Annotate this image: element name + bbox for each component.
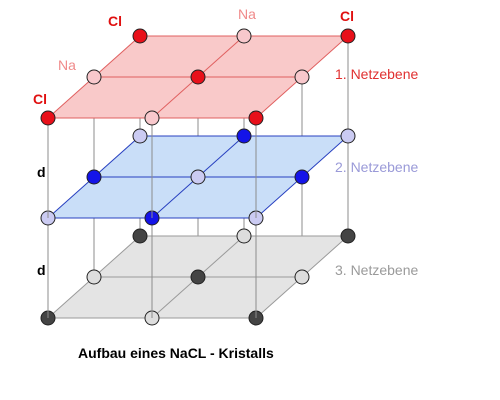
cl-label-left: Cl (33, 91, 47, 107)
cl-ion (294, 169, 310, 185)
na-label-left: Na (58, 57, 76, 73)
plane-1-label: 1. Netzebene (335, 66, 418, 82)
plane-3 (40, 228, 356, 326)
cl-ion (132, 28, 148, 44)
na-ion (236, 28, 252, 44)
spacing-label-lower: d (37, 262, 46, 278)
cl-label-top-right: Cl (340, 8, 354, 24)
cl-ion (190, 69, 206, 85)
na-ion (86, 69, 102, 85)
na-ion (190, 169, 206, 185)
cl-ion (86, 169, 102, 185)
cl-ion (132, 228, 148, 244)
vertical-lines-lower (47, 218, 257, 318)
plane-2-label: 2. Netzebene (335, 159, 418, 175)
plane-3-label: 3. Netzebene (335, 262, 418, 278)
plane-2 (40, 128, 356, 226)
spacing-label-upper: d (37, 164, 46, 180)
na-ion (144, 110, 160, 126)
diagram-caption: Aufbau eines NaCL - Kristalls (78, 345, 274, 361)
na-ion (294, 269, 310, 285)
cl-ion (340, 28, 356, 44)
na-ion (86, 269, 102, 285)
cl-ion (340, 228, 356, 244)
cl-ion (236, 128, 252, 144)
cl-ion (40, 110, 56, 126)
vertical-lines-upper (47, 118, 257, 218)
na-ion (294, 69, 310, 85)
cl-ion (190, 269, 206, 285)
na-label-top: Na (238, 6, 256, 22)
cl-label-top-left: Cl (108, 13, 122, 29)
plane-1 (40, 28, 356, 126)
cl-ion (248, 110, 264, 126)
na-ion (132, 128, 148, 144)
na-ion (340, 128, 356, 144)
na-ion (236, 228, 252, 244)
